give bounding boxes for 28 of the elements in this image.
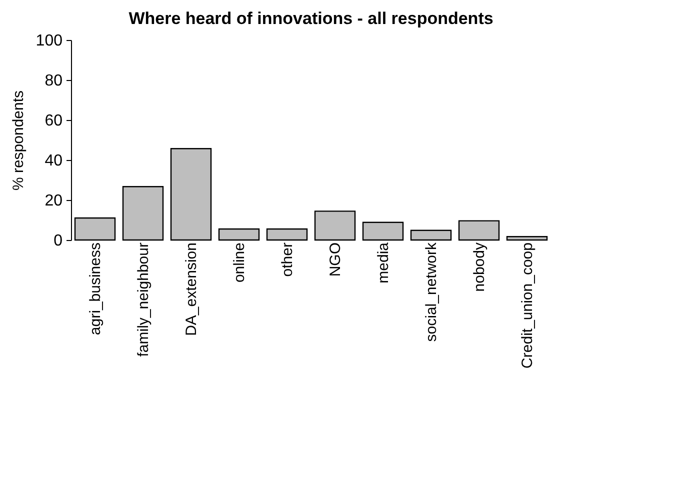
bar	[410, 230, 452, 241]
x-tick-label: NGO	[327, 242, 344, 277]
bar	[314, 210, 356, 241]
y-tick-label: 0	[54, 232, 63, 250]
x-tick-label: online	[231, 242, 248, 283]
x-tick-label: DA_extension	[183, 242, 200, 336]
bar	[170, 148, 212, 241]
x-tick-label: agri_business	[87, 242, 104, 336]
x-tick-label: Credit_union_coop	[519, 242, 536, 368]
bar	[122, 186, 164, 241]
y-tick-label: 40	[44, 152, 63, 170]
x-tick-label: media	[375, 242, 392, 284]
y-tick-label: 80	[44, 72, 63, 90]
bar	[362, 222, 404, 241]
y-tick-label: 60	[44, 112, 63, 130]
bar	[266, 228, 308, 241]
y-tick-label: 100	[36, 32, 63, 50]
bar	[506, 236, 548, 241]
bar	[74, 217, 116, 241]
chart-title: Where heard of innovations - all respondents	[128, 9, 494, 28]
y-tick-label: 20	[44, 192, 63, 210]
bar	[218, 228, 260, 241]
bar	[458, 220, 500, 241]
x-tick-label: social_network	[423, 242, 440, 342]
y-axis-title: % respondents	[10, 90, 27, 191]
x-tick-label: other	[279, 242, 296, 277]
x-tick-label: nobody	[471, 242, 488, 292]
x-tick-label: family_neighbour	[135, 242, 152, 357]
